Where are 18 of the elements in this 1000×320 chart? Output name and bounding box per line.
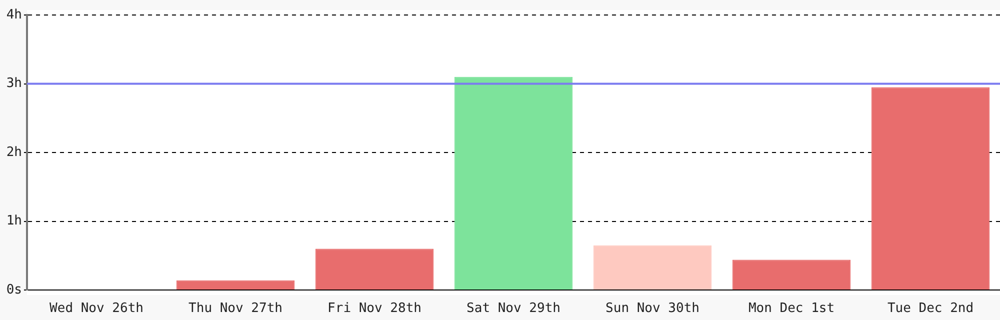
y-tick-label: 4h	[6, 7, 22, 22]
x-tick-label: Wed Nov 26th	[50, 301, 144, 316]
x-tick-label: Sun Nov 30th	[606, 301, 700, 316]
y-tick-label: 0s	[6, 282, 22, 298]
y-tick-label: 3h	[6, 76, 22, 92]
bar	[732, 260, 851, 290]
x-tick-label: Sat Nov 29th	[466, 301, 560, 316]
bar	[593, 245, 712, 290]
x-tick-label: Fri Nov 28th	[328, 301, 422, 316]
bar	[454, 76, 573, 290]
bar	[871, 87, 990, 290]
x-tick-label: Mon Dec 1st	[748, 301, 835, 316]
y-tick-label: 2h	[6, 144, 22, 160]
x-tick-label: Tue Dec 2nd	[887, 301, 974, 316]
x-tick-label: Thu Nov 27th	[188, 301, 282, 316]
bar	[176, 280, 295, 290]
bar	[315, 248, 434, 290]
y-tick-label: 1h	[6, 214, 22, 229]
